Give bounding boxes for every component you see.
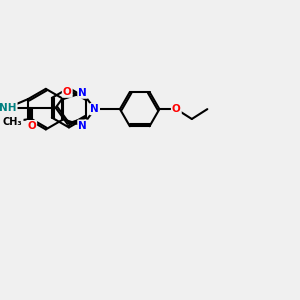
Text: N: N [90, 104, 99, 114]
Text: NH: NH [0, 103, 16, 113]
Text: O: O [27, 121, 36, 131]
Text: O: O [63, 87, 72, 97]
Text: CH₃: CH₃ [3, 117, 22, 127]
Text: N: N [78, 88, 87, 98]
Text: N: N [78, 121, 87, 130]
Text: O: O [172, 104, 181, 114]
